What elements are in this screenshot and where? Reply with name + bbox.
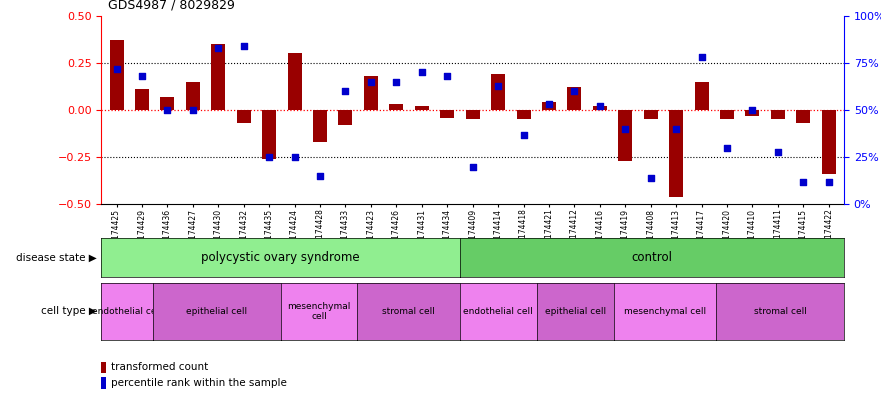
Point xyxy=(822,178,836,185)
Point xyxy=(618,126,633,132)
Point xyxy=(338,88,352,94)
Bar xyxy=(516,110,530,119)
Point xyxy=(440,73,455,79)
Bar xyxy=(440,110,455,118)
Bar xyxy=(593,106,607,110)
Point xyxy=(567,88,581,94)
Bar xyxy=(389,105,403,110)
Point xyxy=(135,73,149,79)
Point xyxy=(694,54,708,61)
Text: transformed count: transformed count xyxy=(111,362,209,373)
Bar xyxy=(567,87,581,110)
Point xyxy=(237,43,251,49)
Text: mesenchymal
cell: mesenchymal cell xyxy=(287,302,351,321)
Point xyxy=(415,69,429,75)
Bar xyxy=(287,53,301,110)
Text: percentile rank within the sample: percentile rank within the sample xyxy=(111,378,287,388)
Bar xyxy=(670,110,683,197)
Point xyxy=(263,154,277,160)
Point xyxy=(364,79,378,85)
Point xyxy=(287,154,301,160)
Bar xyxy=(466,110,479,119)
Text: endothelial cell: endothelial cell xyxy=(463,307,533,316)
Bar xyxy=(135,89,149,110)
Text: control: control xyxy=(632,251,672,264)
Point xyxy=(109,65,123,72)
Point xyxy=(389,79,403,85)
Text: GDS4987 / 8029829: GDS4987 / 8029829 xyxy=(108,0,235,12)
Bar xyxy=(771,110,785,119)
Bar xyxy=(313,110,327,142)
Text: mesenchymal cell: mesenchymal cell xyxy=(624,307,706,316)
Bar xyxy=(822,110,836,174)
Point xyxy=(313,173,327,179)
Bar xyxy=(644,110,658,119)
Point xyxy=(186,107,200,113)
Bar xyxy=(745,110,759,116)
Bar xyxy=(338,110,352,125)
Point xyxy=(160,107,174,113)
Point xyxy=(771,149,785,155)
Text: cell type ▶: cell type ▶ xyxy=(41,307,97,316)
Point xyxy=(720,145,734,151)
Point xyxy=(465,163,479,170)
Text: stromal cell: stromal cell xyxy=(753,307,806,316)
Bar xyxy=(237,110,251,123)
Bar xyxy=(796,110,811,123)
Point xyxy=(669,126,683,132)
Point xyxy=(491,83,505,89)
Bar xyxy=(618,110,633,161)
Bar xyxy=(542,103,556,110)
Bar xyxy=(720,110,734,119)
Bar xyxy=(186,82,200,110)
Bar xyxy=(263,110,276,159)
Text: polycystic ovary syndrome: polycystic ovary syndrome xyxy=(201,251,360,264)
Text: stromal cell: stromal cell xyxy=(382,307,435,316)
Point xyxy=(516,131,530,138)
Bar xyxy=(364,76,378,110)
Text: endothelial cell: endothelial cell xyxy=(92,307,162,316)
Bar xyxy=(694,82,708,110)
Point xyxy=(745,107,759,113)
Bar xyxy=(211,44,226,110)
Point xyxy=(644,175,658,181)
Text: epithelial cell: epithelial cell xyxy=(544,307,605,316)
Bar xyxy=(109,40,123,110)
Point xyxy=(542,101,556,108)
Bar xyxy=(160,97,174,110)
Text: disease state ▶: disease state ▶ xyxy=(16,252,97,263)
Point xyxy=(796,178,811,185)
Point xyxy=(593,103,607,109)
Point xyxy=(211,45,226,51)
Bar xyxy=(491,74,505,110)
Bar xyxy=(415,106,429,110)
Text: epithelial cell: epithelial cell xyxy=(186,307,248,316)
